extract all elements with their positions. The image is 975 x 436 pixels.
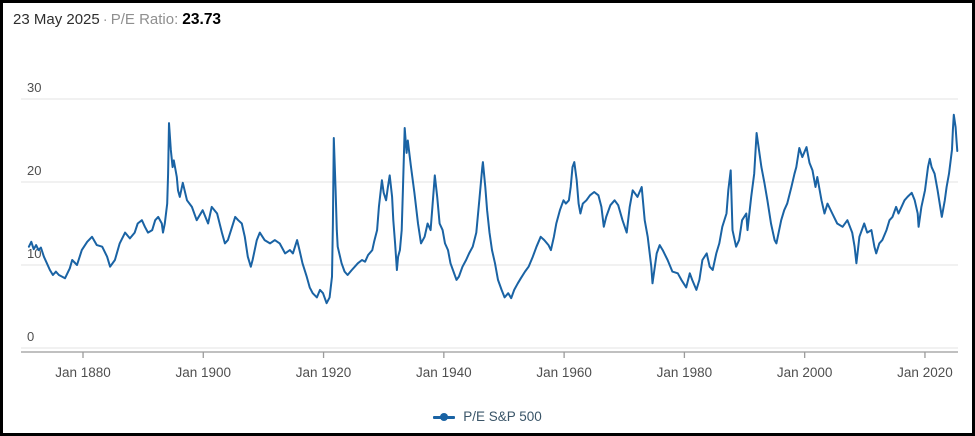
x-axis-tick-label: Jan 1940 <box>416 365 472 380</box>
legend-line-dot-icon <box>433 412 456 422</box>
metric-label: P/E Ratio: <box>110 11 179 28</box>
y-axis-tick-label: 0 <box>27 329 34 344</box>
separator-dot: · <box>102 11 108 28</box>
legend-label: P/E S&P 500 <box>463 409 542 424</box>
x-axis-tick-label: Jan 2020 <box>897 365 953 380</box>
pe-ratio-line[interactable] <box>27 113 959 305</box>
x-axis-tick-label: Jan 1900 <box>175 365 231 380</box>
date-label: 23 May 2025 <box>13 11 100 28</box>
x-axis-tick-label: Jan 1880 <box>55 365 111 380</box>
x-axis-tick-label: Jan 2000 <box>777 365 833 380</box>
x-axis-tick-label: Jan 1980 <box>657 365 713 380</box>
y-axis-tick-label: 30 <box>27 80 41 95</box>
legend[interactable]: P/E S&P 500 <box>3 409 972 424</box>
x-axis-tick-label: Jan 1960 <box>536 365 592 380</box>
x-axis-tick-label: Jan 1920 <box>296 365 352 380</box>
metric-value: 23.73 <box>182 11 222 28</box>
y-axis-tick-label: 20 <box>27 163 41 178</box>
chart-header: 23 May 2025 · P/E Ratio: 23.73 <box>13 10 221 30</box>
